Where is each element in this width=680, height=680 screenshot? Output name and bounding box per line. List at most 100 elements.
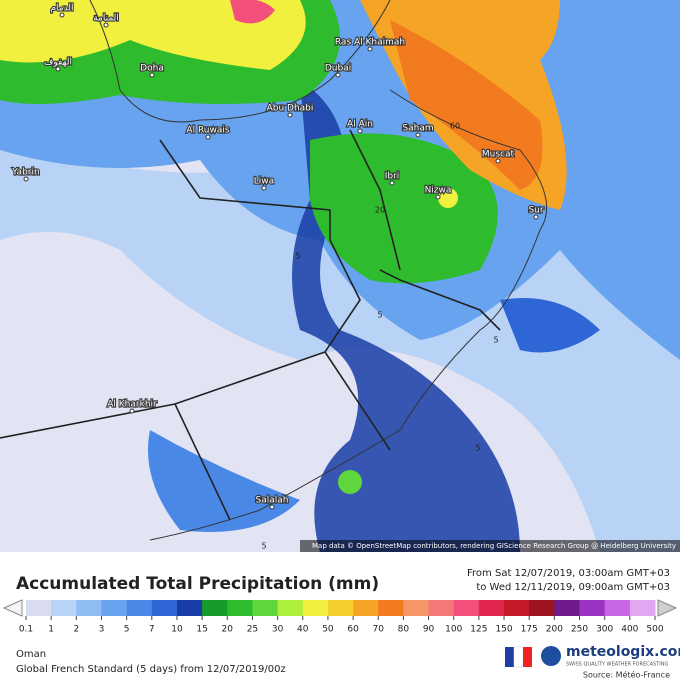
place-dot xyxy=(149,72,155,78)
place-dot xyxy=(435,194,441,200)
legend-label: 7 xyxy=(149,625,155,635)
map: Map data © OpenStreetMap contributors, r… xyxy=(0,0,680,552)
legend-label: 2 xyxy=(73,625,79,635)
legend-swatch xyxy=(403,600,430,616)
legend-swatch xyxy=(202,600,228,616)
place-label: Nizwa xyxy=(425,186,452,196)
legend-swatch xyxy=(51,600,77,616)
place-label: Al Ain xyxy=(347,120,373,130)
place-label: الدمام xyxy=(50,4,73,14)
borders xyxy=(0,129,501,521)
contour-label: 5 xyxy=(493,336,498,345)
place-label: Ibri xyxy=(385,172,400,182)
place-dot xyxy=(533,214,539,220)
place-dot xyxy=(205,134,211,140)
legend-swatch xyxy=(504,600,530,616)
place-label: Ras Al Khaimah xyxy=(335,38,405,48)
legend-swatch xyxy=(252,600,279,616)
place-label: Al Ruwais xyxy=(186,126,229,136)
contour-label: 60 xyxy=(450,122,460,131)
legend-label: 3 xyxy=(99,625,105,635)
legend-swatch xyxy=(378,600,404,616)
legend-label: 60 xyxy=(347,625,359,635)
legend-swatch xyxy=(26,600,52,616)
logo xyxy=(541,646,561,666)
place-dot xyxy=(269,504,275,510)
place-dot xyxy=(367,46,373,52)
legend-arrow-low xyxy=(2,599,23,617)
legend-label: 250 xyxy=(571,625,588,635)
legend-label: 300 xyxy=(596,625,613,635)
legend-swatch xyxy=(151,600,178,616)
contour-label: 5 xyxy=(295,252,300,261)
model: Global French Standard (5 days) from 12/… xyxy=(16,664,286,675)
coastline xyxy=(89,0,548,541)
flag xyxy=(505,646,532,668)
place-label: الهفوف xyxy=(44,58,72,68)
legend-label: 200 xyxy=(546,625,563,635)
place-dot xyxy=(287,112,293,118)
legend-swatch xyxy=(176,600,203,616)
contour-label: 5 xyxy=(377,311,382,320)
place-dot xyxy=(261,185,267,191)
attribution: Map data © OpenStreetMap contributors, r… xyxy=(312,542,676,550)
legend-label: 10 xyxy=(171,625,183,635)
place-label: المنامة xyxy=(93,14,119,24)
legend-swatch xyxy=(353,600,379,616)
legend-arrow-high xyxy=(657,599,678,617)
contour-label: 20 xyxy=(375,206,385,215)
date-from: From Sat 12/07/2019, 03:00am GMT+03 xyxy=(467,568,670,579)
legend-label: 25 xyxy=(247,625,258,635)
source: Source: Météo-France xyxy=(583,670,670,680)
title: Accumulated Total Precipitation (mm) xyxy=(16,574,379,594)
place-label: Yabrin xyxy=(11,168,39,178)
place-dot xyxy=(129,408,135,414)
legend-swatch xyxy=(227,600,253,616)
legend-label: 400 xyxy=(621,625,638,635)
legend-label: 100 xyxy=(445,625,462,635)
date-to: to Wed 12/11/2019, 09:00am GMT+03 xyxy=(476,582,670,593)
legend-swatch xyxy=(428,600,455,616)
legend-swatch xyxy=(101,600,128,616)
legend-label: 70 xyxy=(373,625,385,635)
place-label: Abu Dhabi xyxy=(267,104,314,114)
place-dot xyxy=(415,132,421,138)
place-dot xyxy=(103,22,109,28)
legend-label: 20 xyxy=(222,625,234,635)
legend-label: 0.1 xyxy=(19,625,33,635)
legend-label: 500 xyxy=(646,625,663,635)
legend-swatch xyxy=(453,600,480,616)
legend-swatch xyxy=(554,600,581,616)
legend-swatch xyxy=(126,600,153,616)
legend-label: 15 xyxy=(196,625,207,635)
brand: meteologix.com xyxy=(566,644,680,660)
legend-label: 50 xyxy=(322,625,334,635)
legend-label: 80 xyxy=(398,625,410,635)
place-label: Al Kharkhir xyxy=(107,400,157,410)
region: Oman xyxy=(16,649,46,660)
place-dot xyxy=(389,180,395,186)
legend-swatch xyxy=(529,600,555,616)
legend-label: 90 xyxy=(423,625,435,635)
legend-label: 175 xyxy=(521,625,538,635)
place-label: Saham xyxy=(402,124,433,134)
place-label: Dubai xyxy=(325,64,351,74)
legend-swatch xyxy=(327,600,354,616)
attribution-bg xyxy=(300,540,680,552)
legend-label: 125 xyxy=(470,625,487,635)
legend-swatch xyxy=(579,600,606,616)
place-dot xyxy=(59,12,65,18)
legend-label: 5 xyxy=(124,625,130,635)
place-label: Liwa xyxy=(254,177,274,187)
legend-swatch xyxy=(302,600,329,616)
contour-label: 5 xyxy=(475,444,480,453)
place-label: Salalah xyxy=(256,496,289,506)
legend-swatch xyxy=(478,600,505,616)
place-label: Muscat xyxy=(482,150,515,160)
place-dot xyxy=(55,66,61,72)
legend-panel: Accumulated Total Precipitation (mm) Fro… xyxy=(2,568,680,680)
legend-label: 150 xyxy=(495,625,512,635)
precip-field xyxy=(0,0,680,552)
contour-label: 5 xyxy=(261,542,266,551)
legend-swatch xyxy=(277,600,304,616)
